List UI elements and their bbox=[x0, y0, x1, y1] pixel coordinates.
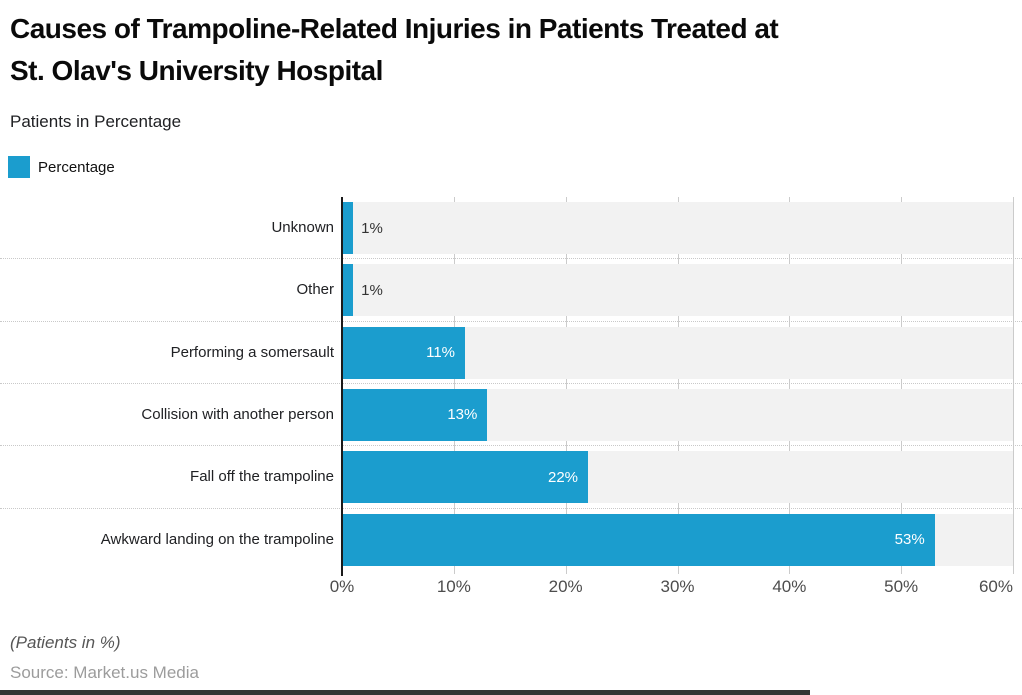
chart-row: Awkward landing on the trampoline 53% bbox=[0, 509, 1022, 570]
x-tick-label: 50% bbox=[884, 577, 919, 596]
chart-row: Fall off the trampoline 22% bbox=[0, 446, 1022, 509]
category-label: Unknown bbox=[271, 219, 334, 237]
gridline-40 bbox=[789, 197, 791, 574]
category-label: Fall off the trampoline bbox=[190, 468, 334, 486]
gridline-50 bbox=[901, 197, 903, 574]
bar-chart-plot: Unknown 1% Other 1% Performing a somersault 1… bbox=[0, 197, 1022, 576]
gridline-10 bbox=[453, 197, 455, 574]
footer-note: (Patients in %) bbox=[10, 633, 121, 652]
x-tick-label: 20% bbox=[548, 577, 583, 596]
value-label: 11% bbox=[426, 344, 456, 362]
x-tick-label: 0% bbox=[329, 577, 355, 596]
bar: 13% bbox=[342, 388, 488, 441]
bar: 22% bbox=[342, 451, 589, 504]
value-label: 22% bbox=[548, 468, 579, 486]
chart-title: Causes of Trampoline-Related Injuries in… bbox=[10, 13, 779, 86]
chart-rows: Unknown 1% Other 1% Performing a somersault 1… bbox=[0, 197, 1022, 570]
bar-track: 53% bbox=[342, 513, 1013, 566]
legend-swatch-icon bbox=[8, 156, 30, 178]
bar-track: 1% bbox=[342, 202, 1013, 254]
bar-track: 22% bbox=[342, 451, 1013, 504]
chart-row: Collision with another person 13% bbox=[0, 384, 1022, 447]
bar bbox=[342, 264, 354, 317]
bar-track: 13% bbox=[342, 388, 1013, 441]
bar: 53% bbox=[342, 513, 935, 566]
x-tick-label: 30% bbox=[660, 577, 695, 596]
y-axis-line bbox=[341, 197, 343, 576]
category-label: Collision with another person bbox=[141, 406, 334, 424]
category-label: Other bbox=[296, 281, 334, 299]
x-tick-label: 10% bbox=[436, 577, 471, 596]
bar bbox=[342, 202, 354, 254]
chart-row: Other 1% bbox=[0, 259, 1022, 322]
legend-label: Percentage bbox=[38, 158, 115, 176]
chart-row: Unknown 1% bbox=[0, 197, 1022, 260]
bar-track: 11% bbox=[342, 326, 1013, 379]
footer-source: Source: Market.us Media bbox=[10, 663, 199, 682]
gridline-60 bbox=[1013, 197, 1014, 574]
chart-subtitle: Patients in Percentage bbox=[10, 112, 182, 131]
category-label: Awkward landing on the trampoline bbox=[100, 530, 334, 548]
x-axis-labels: 0% 10% 20% 30% 40% 50% 60% bbox=[0, 577, 1022, 599]
x-tick-label: 40% bbox=[772, 577, 807, 596]
gridline-30 bbox=[677, 197, 679, 574]
value-label: 1% bbox=[361, 281, 383, 299]
value-label: 1% bbox=[361, 219, 383, 237]
legend: Percentage bbox=[8, 156, 115, 178]
bar-track: 1% bbox=[342, 264, 1013, 317]
category-label: Performing a somersault bbox=[170, 343, 334, 361]
bottom-edge-bar bbox=[0, 690, 810, 695]
chart-row: Performing a somersault 11% bbox=[0, 322, 1022, 384]
gridline-20 bbox=[565, 197, 567, 574]
bar: 11% bbox=[342, 326, 466, 379]
value-label: 13% bbox=[447, 406, 478, 424]
value-label: 53% bbox=[894, 531, 925, 549]
x-tick-label: 60% bbox=[978, 577, 1013, 596]
